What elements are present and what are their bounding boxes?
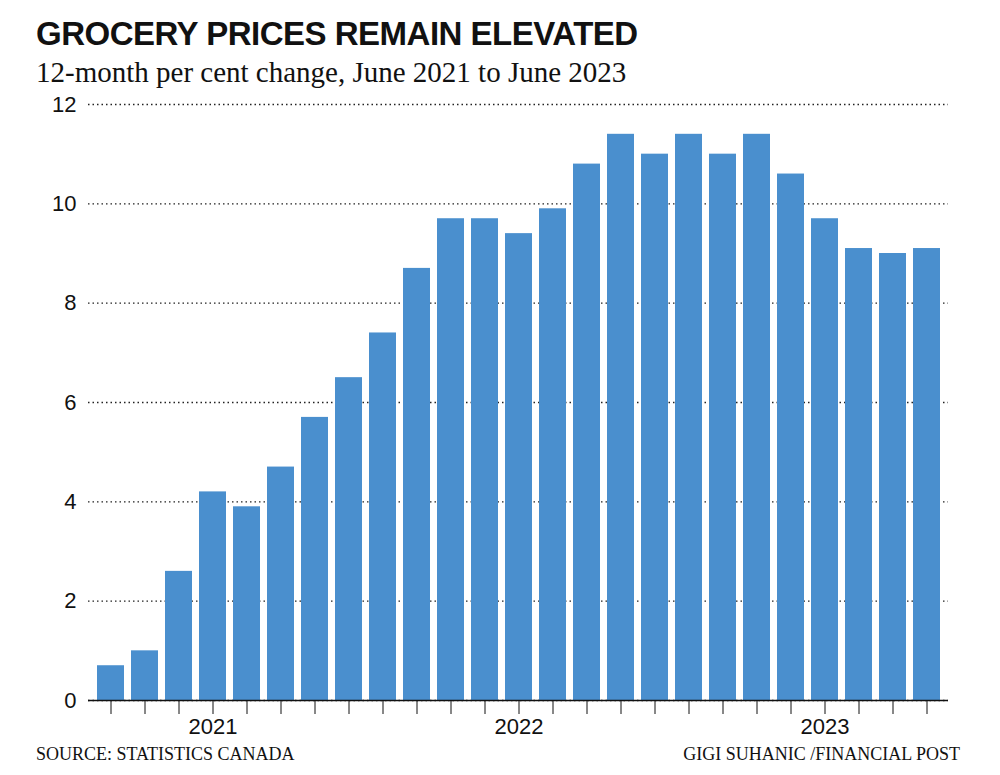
svg-text:2: 2 bbox=[64, 588, 76, 613]
svg-text:2021: 2021 bbox=[189, 714, 238, 739]
svg-text:2022: 2022 bbox=[495, 714, 544, 739]
svg-text:2023: 2023 bbox=[801, 714, 850, 739]
svg-text:6: 6 bbox=[64, 390, 76, 415]
svg-text:10: 10 bbox=[52, 191, 76, 216]
html-text:12-month per cent change, June: 12-month per cent change, June 2021 to J… bbox=[36, 56, 627, 88]
html-text:SOURCE: STATISTICS CANADA: SOURCE: STATISTICS CANADA bbox=[36, 744, 295, 764]
svg-text:0: 0 bbox=[64, 688, 76, 713]
svg-text:12: 12 bbox=[52, 94, 76, 117]
html-text:GIGI SUHANIC /FINANCIAL POST: GIGI SUHANIC /FINANCIAL POST bbox=[683, 744, 960, 764]
svg-text:4: 4 bbox=[64, 489, 76, 514]
svg-text:8: 8 bbox=[64, 290, 76, 315]
html-text:GROCERY PRICES REMAIN ELEVATED: GROCERY PRICES REMAIN ELEVATED bbox=[36, 15, 638, 52]
